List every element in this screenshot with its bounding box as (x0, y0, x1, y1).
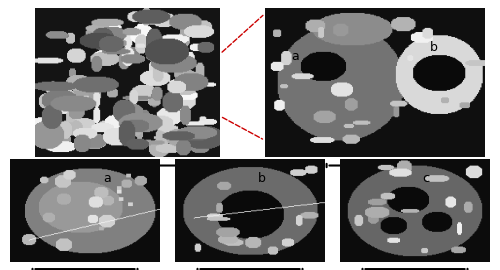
Text: a: a (292, 50, 299, 63)
Text: c: c (422, 172, 430, 185)
Text: b: b (258, 172, 266, 185)
Text: 1 mm: 1 mm (114, 176, 141, 186)
Text: 100 μm: 100 μm (374, 176, 411, 186)
Text: a: a (103, 172, 111, 185)
Text: b: b (430, 41, 438, 54)
